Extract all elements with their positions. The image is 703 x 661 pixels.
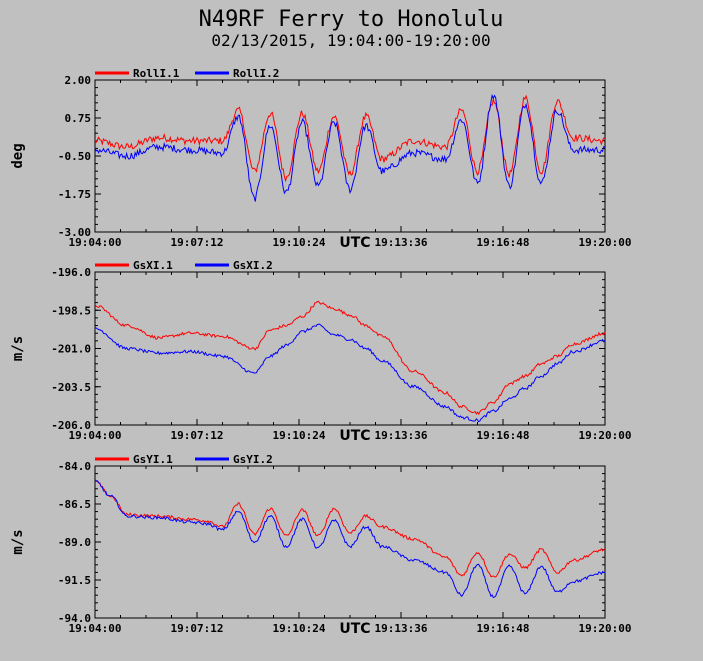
x-tick-label: 19:20:00 (579, 236, 632, 249)
y-tick-label: -3.00 (58, 226, 91, 239)
series-line (94, 94, 606, 183)
x-tick-label: 19:07:12 (171, 236, 224, 249)
series-line (94, 480, 606, 578)
legend-label: GsYI.2 (233, 453, 273, 466)
legend-label: GsYI.1 (133, 453, 173, 466)
y-tick-label: -86.5 (58, 498, 91, 511)
series-line (94, 323, 606, 423)
x-tick-label: 19:07:12 (171, 622, 224, 635)
plot-frame (94, 79, 606, 233)
chart-title: N49RF Ferry to Honolulu (199, 7, 504, 32)
y-tick-label: 0.75 (65, 112, 92, 125)
x-tick-label: 19:04:00 (69, 236, 122, 249)
y-tick-label: -0.50 (58, 150, 91, 163)
y-tick-label: -206.0 (51, 419, 91, 432)
y-axis-label: deg (10, 143, 26, 168)
y-tick-label: -84.0 (58, 460, 91, 473)
x-tick-label: 19:13:36 (375, 236, 428, 249)
y-tick-label: 2.00 (65, 74, 92, 87)
y-tick-label: -198.5 (51, 304, 91, 317)
y-tick-label: -201.0 (51, 343, 91, 356)
x-axis-label: UTC (339, 428, 370, 444)
chart-panel: -196.0 -198.5 -201.0 -203.5 -206.019:04:00 19… (10, 259, 631, 444)
x-tick-label: 19:07:12 (171, 429, 224, 442)
y-tick-label: -89.0 (58, 536, 91, 549)
x-tick-label: 19:04:00 (69, 622, 122, 635)
chart-subtitle: 02/13/2015, 19:04:00-19:20:00 (211, 31, 490, 50)
y-tick-label: -203.5 (51, 381, 91, 394)
x-tick-label: 19:20:00 (579, 622, 632, 635)
x-tick-label: 19:10:24 (273, 429, 326, 442)
x-tick-label: 19:04:00 (69, 429, 122, 442)
x-tick-label: 19:20:00 (579, 429, 632, 442)
legend-label: RollI.1 (133, 67, 180, 80)
y-tick-label: -94.0 (58, 612, 91, 625)
x-tick-label: 19:16:48 (477, 622, 530, 635)
x-tick-label: 19:16:48 (477, 429, 530, 442)
x-tick-label: 19:16:48 (477, 236, 530, 249)
y-axis-label: m/s (10, 529, 26, 554)
series-line (94, 479, 606, 599)
y-axis-label: m/s (10, 336, 26, 361)
x-axis-label: UTC (339, 621, 370, 637)
legend-label: GsXI.2 (233, 259, 273, 272)
x-tick-label: 19:13:36 (375, 429, 428, 442)
series-line (94, 93, 606, 202)
x-tick-label: 19:13:36 (375, 622, 428, 635)
y-tick-label: -91.5 (58, 574, 91, 587)
legend-label: RollI.2 (233, 67, 279, 80)
plot-frame (94, 465, 606, 619)
y-tick-label: -1.75 (58, 188, 91, 201)
y-tick-label: -196.0 (51, 266, 91, 279)
chart-panel: -84.0 -86.5 -89.0 -91.5 -94.019:04:00 19:07:1… (10, 453, 631, 637)
plot-frame (94, 271, 606, 426)
x-tick-label: 19:10:24 (273, 622, 326, 635)
legend-label: GsXI.1 (133, 259, 173, 272)
x-tick-label: 19:10:24 (273, 236, 326, 249)
x-axis-label: UTC (339, 235, 370, 251)
series-line (94, 300, 606, 416)
